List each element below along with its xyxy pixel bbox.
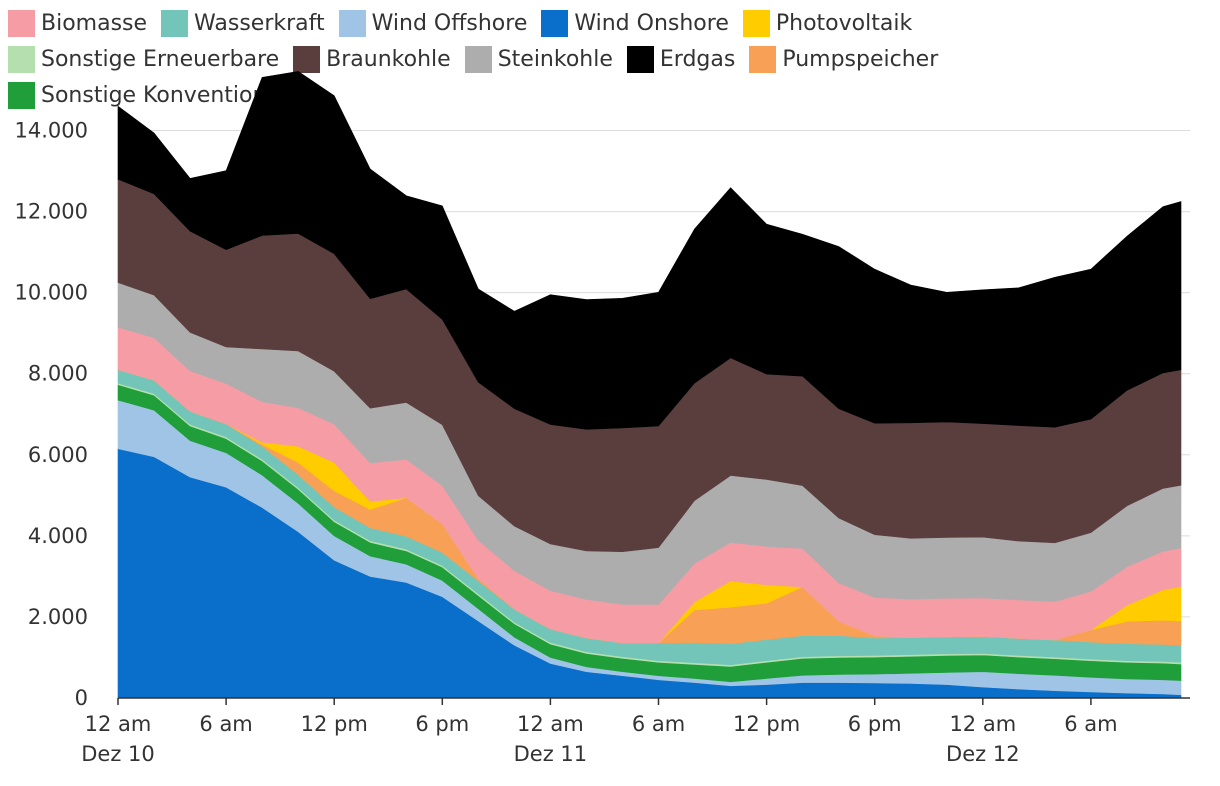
x-tick-label: 12 pm <box>733 712 800 736</box>
x-tick-date-label: Dez 12 <box>946 742 1020 766</box>
legend-item-photovoltaik[interactable]: Photovoltaik <box>742 8 913 38</box>
legend-label: Erdgas <box>659 46 736 72</box>
x-tick-label: 12 pm <box>301 712 368 736</box>
y-tick-label: 6.000 <box>28 443 88 467</box>
legend-label: Biomasse <box>41 10 148 36</box>
legend-item-pumpspeicher[interactable]: Pumpspeicher <box>749 44 938 74</box>
legend-swatch <box>8 9 35 37</box>
x-tick-label: 6 am <box>199 712 252 736</box>
legend-label: Steinkohle <box>497 46 613 72</box>
legend-item-sonstige-erneuerbare[interactable]: Sonstige Erneuerbare <box>8 44 279 74</box>
legend-swatch <box>8 45 35 73</box>
x-tick-date-label: Dez 11 <box>514 742 588 766</box>
x-tick-label: 6 am <box>1064 712 1117 736</box>
legend-swatch <box>161 9 189 37</box>
x-tick-label: 6 pm <box>415 712 469 736</box>
legend-swatch <box>626 45 654 73</box>
legend-swatch <box>8 81 35 109</box>
x-tick-label: 12 am <box>949 712 1016 736</box>
area-series-layer <box>117 71 1182 699</box>
x-tick-label: 12 am <box>85 712 152 736</box>
legend-label: Braunkohle <box>326 46 451 72</box>
legend-label: Wasserkraft <box>194 10 325 36</box>
legend-item-braunkohle[interactable]: Braunkohle <box>293 44 451 74</box>
y-tick-label: 14.000 <box>15 119 88 143</box>
legend-item-wasserkraft[interactable]: Wasserkraft <box>161 8 325 38</box>
x-tick-label: 6 pm <box>848 712 902 736</box>
legend-item-wind-offshore[interactable]: Wind Offshore <box>338 8 528 38</box>
legend-item-erdgas[interactable]: Erdgas <box>626 44 736 74</box>
legend-label: Wind Onshore <box>574 10 729 36</box>
legend-item-steinkohle[interactable]: Steinkohle <box>464 44 613 74</box>
legend-swatch <box>338 9 366 37</box>
legend-item-biomasse[interactable]: Biomasse <box>8 8 147 38</box>
area-erdgas[interactable] <box>117 71 1182 430</box>
legend-swatch <box>293 45 321 73</box>
x-tick-label: 6 am <box>632 712 685 736</box>
legend-item-wind-onshore[interactable]: Wind Onshore <box>541 8 729 38</box>
legend-label: Photovoltaik <box>775 10 913 36</box>
y-tick-label: 12.000 <box>15 200 88 224</box>
axis-layer: 0 2.000 4.000 6.000 8.000 10.000 12.000 14.000 1… <box>15 119 1190 766</box>
legend-label: Sonstige Erneuerbare <box>41 46 280 72</box>
legend-swatch <box>749 45 777 73</box>
y-tick-label: 10.000 <box>15 281 88 305</box>
y-tick-label: 2.000 <box>28 605 88 629</box>
y-tick-label: 4.000 <box>28 524 88 548</box>
legend-label: Pumpspeicher <box>782 46 939 72</box>
legend-swatch <box>541 9 569 37</box>
y-tick-label: 0 <box>75 686 88 710</box>
y-tick-label: 8.000 <box>28 362 88 386</box>
legend-swatch <box>742 9 770 37</box>
chart-legend: Biomasse Wasserkraft Wind Offshore Wind … <box>8 8 1208 110</box>
x-tick-label: 12 am <box>517 712 584 736</box>
legend-label: Wind Offshore <box>371 10 528 36</box>
x-tick-date-label: Dez 10 <box>81 742 155 766</box>
legend-swatch <box>464 45 492 73</box>
